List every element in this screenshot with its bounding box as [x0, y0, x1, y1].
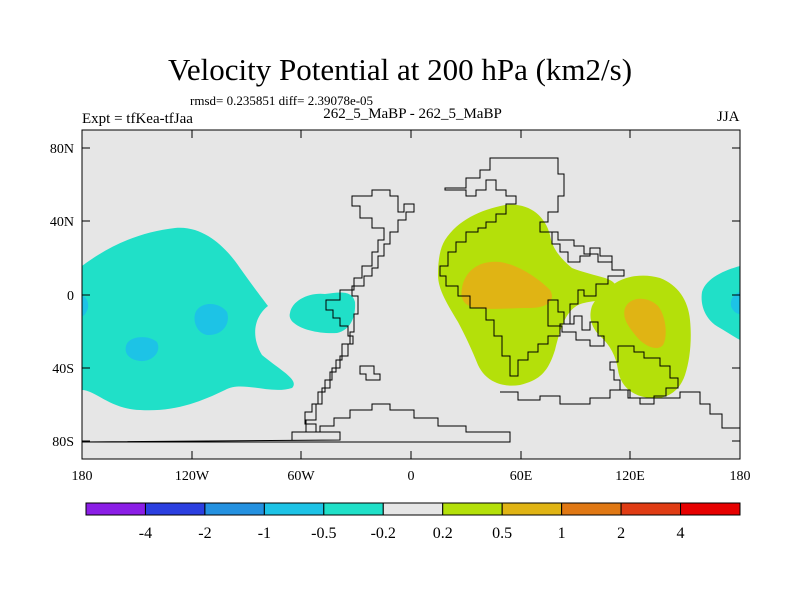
y-tick-label: 40S — [52, 362, 74, 377]
coastline-small-island — [359, 365, 381, 381]
contour-pacific-core-2 — [194, 303, 228, 336]
contour-atlantic-negative — [289, 292, 356, 334]
x-tick-labels: 180 120W 60W 0 60E 120E 180 — [72, 469, 751, 484]
x-tick-label: 120E — [615, 469, 645, 484]
coastline-india-se-asia — [547, 299, 605, 347]
stats-label: rmsd= 0.235851 diff= 2.39078e-05 — [190, 93, 374, 108]
colorbar-swatch — [501, 502, 563, 516]
colorbar-label: -2 — [198, 525, 211, 542]
colorbar-swatch — [680, 502, 741, 516]
colorbar-label: 1 — [558, 525, 566, 542]
y-axis-ticks — [82, 147, 740, 442]
contour-dateline-core — [730, 292, 740, 314]
y-tick-label: 80S — [52, 435, 74, 450]
x-tick-label: 180 — [730, 469, 751, 484]
colorbar-swatch — [561, 502, 622, 516]
coastline-americas — [82, 189, 415, 443]
colorbar-swatch — [263, 502, 325, 516]
y-tick-label: 40N — [50, 215, 74, 230]
colorbar-swatch — [323, 502, 384, 516]
chart-title: Velocity Potential at 200 hPa (km2/s) — [167, 52, 633, 87]
coastlines — [82, 157, 740, 443]
coastline-eurasia-africa — [439, 157, 625, 377]
colorbar-swatch — [204, 502, 265, 516]
colorbar-label: -0.5 — [311, 525, 336, 542]
colorbar-label: -1 — [258, 525, 271, 542]
x-tick-label: 60E — [510, 469, 533, 484]
coastline-australia — [609, 345, 679, 405]
colorbar-swatch — [382, 502, 444, 516]
y-tick-label: 80N — [50, 142, 74, 157]
x-tick-label: 180 — [72, 469, 93, 484]
contour-pacific-edge — [82, 296, 89, 316]
colorbar-swatch — [85, 502, 146, 516]
coastline-asia-north — [540, 231, 613, 263]
x-tick-label: 0 — [408, 469, 415, 484]
contour-fills — [82, 204, 740, 411]
colorbar-swatch — [144, 502, 206, 516]
contour-pacific-negative — [82, 227, 294, 411]
colorbar-label: -0.2 — [371, 525, 396, 542]
y-tick-label: 0 — [67, 289, 74, 304]
colorbar-swatch — [620, 502, 682, 516]
x-axis-ticks — [81, 130, 741, 459]
case-label: 262_5_MaBP - 262_5_MaBP — [323, 106, 502, 122]
colorbar-label: 0.2 — [433, 525, 453, 542]
y-tick-labels: 80N 40N 0 40S 80S — [50, 142, 74, 450]
contour-arabia-core — [461, 261, 552, 309]
x-tick-label: 120W — [175, 469, 210, 484]
colorbar-label: 2 — [617, 525, 625, 542]
x-tick-label: 60W — [287, 469, 315, 484]
contour-indonesia-core — [624, 298, 666, 349]
coastline-greenland-cap — [82, 403, 511, 443]
colorbar-label: 0.5 — [492, 525, 512, 542]
contour-pacific-core-1 — [125, 337, 159, 362]
colorbar-label: -4 — [139, 525, 152, 542]
experiment-label: Expt = tfKea-tfJaa — [82, 111, 193, 127]
contour-dateline-negative — [701, 266, 740, 340]
coastline-antarctica — [500, 389, 740, 429]
colorbar-label: 4 — [677, 525, 685, 542]
colorbar: -4 -2 -1 -0.5 -0.2 0.2 0.5 1 2 4 — [85, 502, 741, 542]
colorbar-swatch — [442, 502, 503, 516]
season-label: JJA — [717, 109, 740, 125]
